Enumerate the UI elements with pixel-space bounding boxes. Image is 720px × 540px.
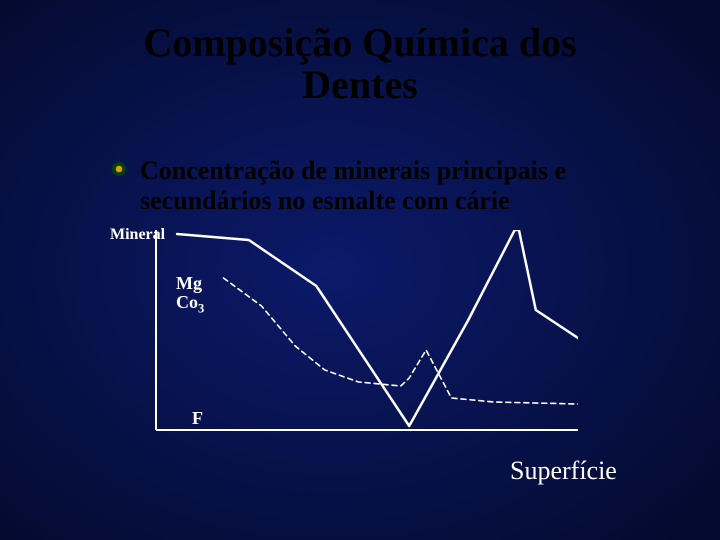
label-mg: Mg <box>176 273 202 293</box>
line-chart <box>116 230 578 444</box>
title-line2: Dentes <box>302 62 418 107</box>
title-line1: Composição Química dos <box>143 20 576 65</box>
label-co3: Co3 <box>176 292 204 312</box>
label-co3-sub: 3 <box>198 301 204 315</box>
label-f: F <box>192 408 203 429</box>
slide-subtitle: Concentração de minerais principais e se… <box>140 156 660 216</box>
subtitle-line1: Concentração de minerais principais e <box>140 156 566 185</box>
subtitle-line2: secundários no esmalte com cárie <box>140 186 510 215</box>
series-labels: Mg Co3 <box>176 274 204 316</box>
x-axis-title: Superfície <box>510 456 617 486</box>
slide-title: Composição Química dos Dentes <box>0 22 720 106</box>
series-dashed <box>224 278 578 404</box>
bullet-icon <box>112 162 126 176</box>
series-solid <box>177 230 578 426</box>
